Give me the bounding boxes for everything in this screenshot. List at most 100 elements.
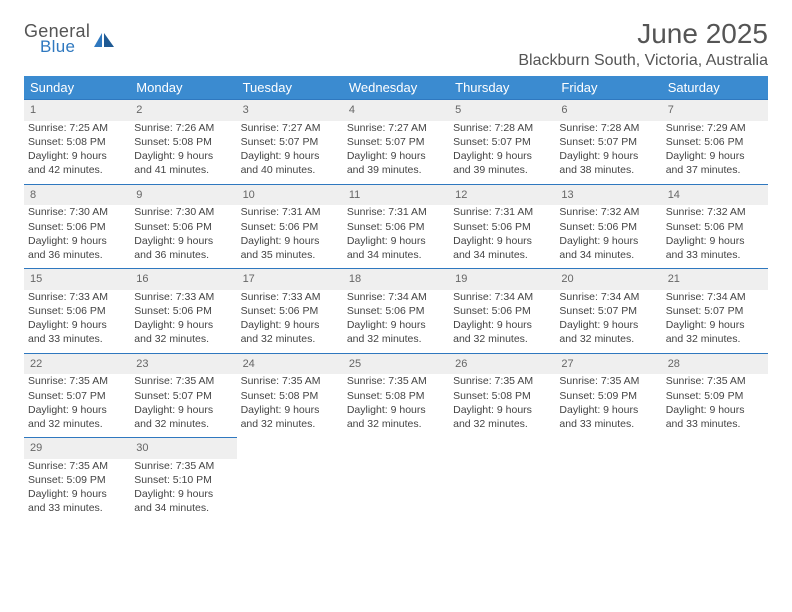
sunrise-line: Sunrise: 7:33 AM xyxy=(134,290,232,304)
weekday-header: Saturday xyxy=(662,76,768,100)
weekday-header: Monday xyxy=(130,76,236,100)
day-number-cell xyxy=(343,438,449,459)
sunrise-line: Sunrise: 7:35 AM xyxy=(28,374,126,388)
header: General Blue June 2025 Blackburn South, … xyxy=(24,18,768,70)
daylight-line: Daylight: 9 hours xyxy=(347,403,445,417)
sunset-line: Sunset: 5:07 PM xyxy=(559,135,657,149)
sunrise-line: Sunrise: 7:31 AM xyxy=(241,205,339,219)
daylight-line-2: and 34 minutes. xyxy=(559,248,657,262)
daylight-line: Daylight: 9 hours xyxy=(28,318,126,332)
daylight-line-2: and 33 minutes. xyxy=(28,332,126,346)
day-content-cell: Sunrise: 7:32 AMSunset: 5:06 PMDaylight:… xyxy=(555,205,661,268)
daylight-line-2: and 32 minutes. xyxy=(347,332,445,346)
daylight-line: Daylight: 9 hours xyxy=(347,318,445,332)
daylight-line-2: and 42 minutes. xyxy=(28,163,126,177)
day-content-cell: Sunrise: 7:35 AMSunset: 5:09 PMDaylight:… xyxy=(662,374,768,437)
sunrise-line: Sunrise: 7:32 AM xyxy=(559,205,657,219)
daylight-line-2: and 32 minutes. xyxy=(241,417,339,431)
day-number-cell: 17 xyxy=(237,269,343,290)
daylight-line: Daylight: 9 hours xyxy=(241,403,339,417)
weekday-header: Tuesday xyxy=(237,76,343,100)
daylight-line: Daylight: 9 hours xyxy=(134,149,232,163)
day-number-cell: 24 xyxy=(237,353,343,374)
day-number-cell xyxy=(662,438,768,459)
daylight-line-2: and 33 minutes. xyxy=(28,501,126,515)
day-number-cell: 19 xyxy=(449,269,555,290)
day-content-cell: Sunrise: 7:35 AMSunset: 5:10 PMDaylight:… xyxy=(130,459,236,522)
day-number-row: 2930 xyxy=(24,438,768,459)
sunset-line: Sunset: 5:06 PM xyxy=(28,304,126,318)
daylight-line-2: and 39 minutes. xyxy=(453,163,551,177)
sunrise-line: Sunrise: 7:26 AM xyxy=(134,121,232,135)
daylight-line-2: and 35 minutes. xyxy=(241,248,339,262)
sunrise-line: Sunrise: 7:29 AM xyxy=(666,121,764,135)
sunrise-line: Sunrise: 7:27 AM xyxy=(347,121,445,135)
sunrise-line: Sunrise: 7:35 AM xyxy=(134,459,232,473)
daylight-line: Daylight: 9 hours xyxy=(241,234,339,248)
day-content-row: Sunrise: 7:35 AMSunset: 5:09 PMDaylight:… xyxy=(24,459,768,522)
day-content-cell: Sunrise: 7:29 AMSunset: 5:06 PMDaylight:… xyxy=(662,121,768,184)
daylight-line: Daylight: 9 hours xyxy=(28,234,126,248)
day-content-row: Sunrise: 7:35 AMSunset: 5:07 PMDaylight:… xyxy=(24,374,768,437)
sunset-line: Sunset: 5:06 PM xyxy=(666,135,764,149)
sunrise-line: Sunrise: 7:27 AM xyxy=(241,121,339,135)
calendar-table: SundayMondayTuesdayWednesdayThursdayFrid… xyxy=(24,76,768,522)
daylight-line: Daylight: 9 hours xyxy=(453,149,551,163)
daylight-line-2: and 37 minutes. xyxy=(666,163,764,177)
page-subtitle: Blackburn South, Victoria, Australia xyxy=(518,52,768,70)
day-content-cell: Sunrise: 7:35 AMSunset: 5:08 PMDaylight:… xyxy=(237,374,343,437)
logo: General Blue xyxy=(24,18,114,55)
sunrise-line: Sunrise: 7:34 AM xyxy=(666,290,764,304)
day-number-cell: 12 xyxy=(449,184,555,205)
daylight-line-2: and 33 minutes. xyxy=(666,248,764,262)
day-number-cell: 22 xyxy=(24,353,130,374)
day-number-cell: 29 xyxy=(24,438,130,459)
day-number-cell: 28 xyxy=(662,353,768,374)
sunrise-line: Sunrise: 7:31 AM xyxy=(453,205,551,219)
sunset-line: Sunset: 5:06 PM xyxy=(28,220,126,234)
daylight-line-2: and 36 minutes. xyxy=(134,248,232,262)
page: General Blue June 2025 Blackburn South, … xyxy=(0,0,792,522)
daylight-line: Daylight: 9 hours xyxy=(134,403,232,417)
day-content-cell: Sunrise: 7:26 AMSunset: 5:08 PMDaylight:… xyxy=(130,121,236,184)
daylight-line: Daylight: 9 hours xyxy=(453,403,551,417)
daylight-line: Daylight: 9 hours xyxy=(347,234,445,248)
daylight-line-2: and 32 minutes. xyxy=(241,332,339,346)
sunset-line: Sunset: 5:08 PM xyxy=(28,135,126,149)
day-content-cell: Sunrise: 7:31 AMSunset: 5:06 PMDaylight:… xyxy=(449,205,555,268)
day-number-cell: 26 xyxy=(449,353,555,374)
sunrise-line: Sunrise: 7:33 AM xyxy=(241,290,339,304)
weekday-header: Sunday xyxy=(24,76,130,100)
sunset-line: Sunset: 5:07 PM xyxy=(347,135,445,149)
daylight-line: Daylight: 9 hours xyxy=(453,234,551,248)
day-content-cell: Sunrise: 7:35 AMSunset: 5:07 PMDaylight:… xyxy=(130,374,236,437)
day-content-cell: Sunrise: 7:34 AMSunset: 5:07 PMDaylight:… xyxy=(662,290,768,353)
day-number-cell: 6 xyxy=(555,100,661,121)
day-content-cell xyxy=(343,459,449,522)
sunrise-line: Sunrise: 7:35 AM xyxy=(28,459,126,473)
sunset-line: Sunset: 5:10 PM xyxy=(134,473,232,487)
sunrise-line: Sunrise: 7:34 AM xyxy=(559,290,657,304)
sunrise-line: Sunrise: 7:33 AM xyxy=(28,290,126,304)
day-number-row: 15161718192021 xyxy=(24,269,768,290)
daylight-line: Daylight: 9 hours xyxy=(134,234,232,248)
daylight-line: Daylight: 9 hours xyxy=(347,149,445,163)
sunset-line: Sunset: 5:06 PM xyxy=(347,304,445,318)
day-content-cell: Sunrise: 7:33 AMSunset: 5:06 PMDaylight:… xyxy=(24,290,130,353)
daylight-line-2: and 32 minutes. xyxy=(134,332,232,346)
sunrise-line: Sunrise: 7:31 AM xyxy=(347,205,445,219)
day-content-cell: Sunrise: 7:35 AMSunset: 5:09 PMDaylight:… xyxy=(24,459,130,522)
daylight-line: Daylight: 9 hours xyxy=(559,149,657,163)
sunrise-line: Sunrise: 7:28 AM xyxy=(559,121,657,135)
sunset-line: Sunset: 5:08 PM xyxy=(241,389,339,403)
sunrise-line: Sunrise: 7:30 AM xyxy=(134,205,232,219)
day-number-cell: 2 xyxy=(130,100,236,121)
day-content-cell: Sunrise: 7:27 AMSunset: 5:07 PMDaylight:… xyxy=(237,121,343,184)
sunset-line: Sunset: 5:06 PM xyxy=(453,220,551,234)
day-number-cell: 9 xyxy=(130,184,236,205)
day-number-cell: 20 xyxy=(555,269,661,290)
page-title: June 2025 xyxy=(518,18,768,50)
logo-text: General Blue xyxy=(24,22,90,55)
daylight-line: Daylight: 9 hours xyxy=(559,234,657,248)
sunset-line: Sunset: 5:06 PM xyxy=(453,304,551,318)
